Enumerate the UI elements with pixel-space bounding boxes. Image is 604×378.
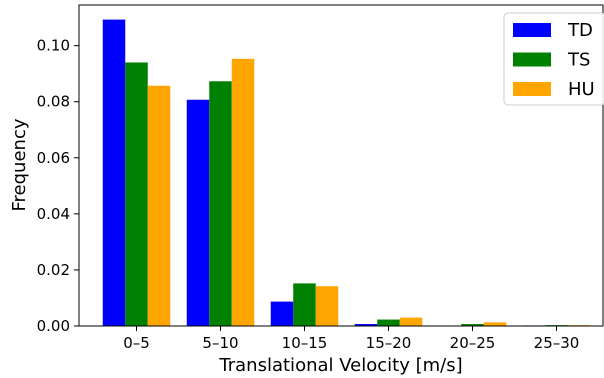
bar-hu-2	[315, 286, 339, 326]
legend-swatch-td	[513, 23, 551, 37]
bar-ts-0	[125, 62, 148, 326]
y-tick-label: 0.02	[37, 261, 70, 279]
bars-layer	[102, 19, 591, 327]
bar-ts-3	[377, 319, 400, 326]
legend-swatch-hu	[513, 82, 551, 96]
bar-td-3	[354, 324, 378, 326]
y-tick-label: 0.06	[37, 149, 70, 167]
x-tick-label: 20–25	[450, 334, 496, 352]
y-tick-label: 0.04	[37, 205, 70, 223]
bar-hu-3	[399, 317, 423, 326]
bar-td-0	[102, 19, 126, 327]
y-tick-label: 0.00	[37, 317, 70, 335]
x-axis-ticks: 0–5 5–10 10–15 15–20 20–25 25–30	[123, 326, 579, 352]
y-axis-title: Frequency	[9, 118, 30, 211]
axes-frame	[78, 4, 604, 327]
bar-ts-1	[209, 81, 232, 326]
y-axis-ticks: 0.00 0.02 0.04 0.06 0.08 0.10	[37, 37, 79, 335]
legend-label-ts: TS	[567, 50, 590, 71]
bar-td-2	[270, 301, 294, 326]
bar-hu-0	[147, 85, 171, 327]
legend-label-hu: HU	[568, 79, 595, 100]
legend-swatch-ts	[513, 52, 551, 67]
bar-ts-4	[461, 324, 484, 326]
bar-td-1	[186, 99, 210, 326]
bar-ts-2	[293, 283, 316, 326]
x-axis-title: Translational Velocity [m/s]	[218, 355, 462, 376]
x-tick-label: 15–20	[366, 334, 412, 352]
bar-hu-1	[231, 58, 255, 326]
bar-hu-4	[483, 322, 507, 326]
y-tick-label: 0.08	[37, 93, 70, 111]
y-tick-label: 0.10	[37, 37, 70, 55]
x-tick-label: 10–15	[282, 334, 328, 352]
legend: TD TS HU	[503, 12, 604, 106]
legend-label-td: TD	[567, 20, 593, 41]
x-tick-label: 0–5	[123, 334, 150, 352]
x-tick-label: 25–30	[534, 334, 580, 352]
x-tick-label: 5–10	[202, 334, 238, 352]
